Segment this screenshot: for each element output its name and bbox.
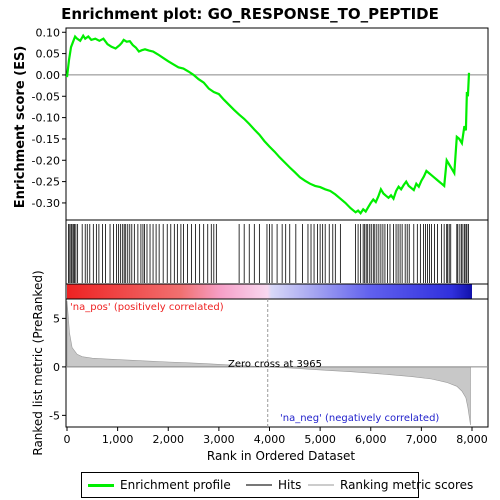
es-panel-frame (65, 27, 489, 221)
legend-label-metric: Ranking metric scores (340, 478, 474, 492)
es-y-tick-label: -0.30 (32, 197, 60, 210)
x-tick-label: 3,000 (203, 433, 235, 446)
es-y-tick-label: -0.25 (32, 176, 60, 189)
metric-y-axis: 5 0 -5 (49, 312, 66, 422)
metric-y-tick-label: -5 (49, 409, 60, 422)
legend-item-enrichment-profile: Enrichment profile (88, 473, 231, 497)
chart-title: Enrichment plot: GO_RESPONSE_TO_PEPTIDE (61, 5, 439, 23)
ranking-metric-area (66, 300, 471, 426)
es-y-tick-label: -0.15 (32, 133, 60, 146)
zero-cross-label: Zero cross at 3965 (228, 359, 322, 370)
negative-correlation-label: 'na_neg' (negatively correlated) (280, 413, 439, 424)
es-y-axis-label: Enrichment score (ES) (13, 46, 28, 209)
legend-swatch-hits (246, 484, 272, 486)
legend-item-hits: Hits (246, 473, 301, 497)
legend-label-profile: Enrichment profile (120, 478, 231, 492)
es-y-tick-label: -0.20 (32, 154, 60, 167)
legend-swatch-profile (88, 483, 114, 487)
ranking-color-band (67, 284, 472, 299)
x-axis-label: Rank in Ordered Dataset (207, 449, 355, 463)
x-axis: 0 1,000 2,000 3,000 4,000 5,000 6,000 7,000 8,00… (64, 427, 488, 446)
metric-y-tick-label: 0 (53, 361, 60, 374)
es-y-tick-label: 0.00 (36, 69, 61, 82)
x-tick-label: 7,000 (406, 433, 438, 446)
metric-y-axis-label: Ranked list metric (PreRanked) (31, 270, 45, 455)
es-y-tick-label: 0.05 (36, 48, 61, 61)
x-tick-label: 8,000 (456, 433, 488, 446)
es-y-tick-label: -0.05 (32, 90, 60, 103)
x-tick-label: 0 (64, 433, 71, 446)
enrichment-profile-line (65, 33, 471, 215)
hits-markers (68, 224, 469, 283)
x-tick-label: 1,000 (102, 433, 134, 446)
es-y-tick-label: 0.10 (36, 26, 61, 39)
x-tick-label: 4,000 (254, 433, 286, 446)
x-tick-label: 5,000 (304, 433, 336, 446)
es-y-tick-label: -0.10 (32, 112, 60, 125)
metric-y-tick-label: 5 (53, 312, 60, 325)
positive-correlation-label: 'na_pos' (positively correlated) (70, 302, 224, 313)
legend: Enrichment profile Hits Ranking metric s… (81, 472, 473, 498)
legend-label-hits: Hits (278, 478, 302, 492)
x-tick-label: 6,000 (355, 433, 387, 446)
x-tick-label: 2,000 (153, 433, 185, 446)
legend-swatch-metric (308, 484, 334, 486)
legend-item-ranking-metric: Ranking metric scores (308, 473, 473, 497)
es-y-axis: 0.10 0.05 0.00 -0.05 -0.10 -0.15 -0.20 -0.25 -0.… (32, 26, 66, 210)
